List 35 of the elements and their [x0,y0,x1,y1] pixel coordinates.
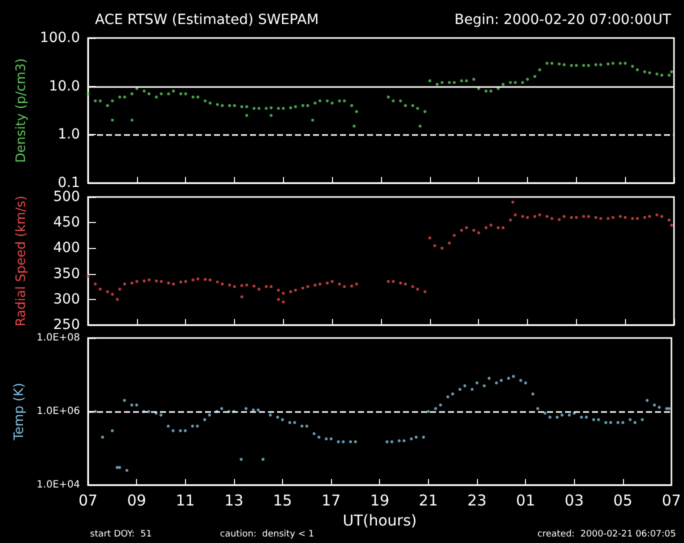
y-tick-label: 10.0 [48,78,80,94]
y-axis-title: Temp (K) [12,382,27,442]
y-tick-label: 250 [53,317,80,333]
y-tick-label: 100.0 [40,30,80,46]
y-tick-label: 450 [53,214,80,231]
x-tick-label: 15 [272,492,292,510]
x-tick-label: 21 [418,492,438,510]
x-tick-label: 17 [322,492,341,510]
y-tick-label: 1.0E+08 [36,332,80,344]
x-tick-label: 07 [78,492,98,510]
x-tick-label: 07 [662,492,682,510]
text: created: 2000-02-21 06:07:05 [537,530,676,540]
y-axis-title: Density (p/cm3) [14,58,29,163]
x-tick-label: 05 [613,492,632,510]
x-tick-label: 01 [516,492,536,510]
y-tick-label: 1.0E+06 [36,406,80,417]
x-tick-label: 23 [467,492,487,510]
y-tick-label: 1.0E+04 [36,480,80,490]
text: start DOY: 51 [90,530,152,540]
y-tick-label: 0.1 [58,175,80,191]
y-tick-label: 350 [53,266,80,282]
x-tick-label: 11 [176,492,195,510]
chart-title: ACE RTSW (Estimated) SWEPAM [95,12,319,28]
y-tick-label: 1.0 [58,126,80,143]
y-tick-label: 500 [53,189,80,205]
x-tick-label: 13 [224,492,244,510]
x-axis-title: UT(hours) [342,512,417,530]
y-tick-label: 400 [53,240,80,256]
x-tick-label: 19 [370,492,390,510]
text: caution: density < 1 [220,530,314,540]
x-tick-label: 09 [127,492,146,510]
chart-subtitle: Begin: 2000-02-20 07:00:00UT [454,12,672,28]
x-tick-label: 03 [564,492,584,510]
y-tick-label: 300 [53,291,80,308]
y-axis-title: Radial Speed (km/s) [14,196,29,326]
